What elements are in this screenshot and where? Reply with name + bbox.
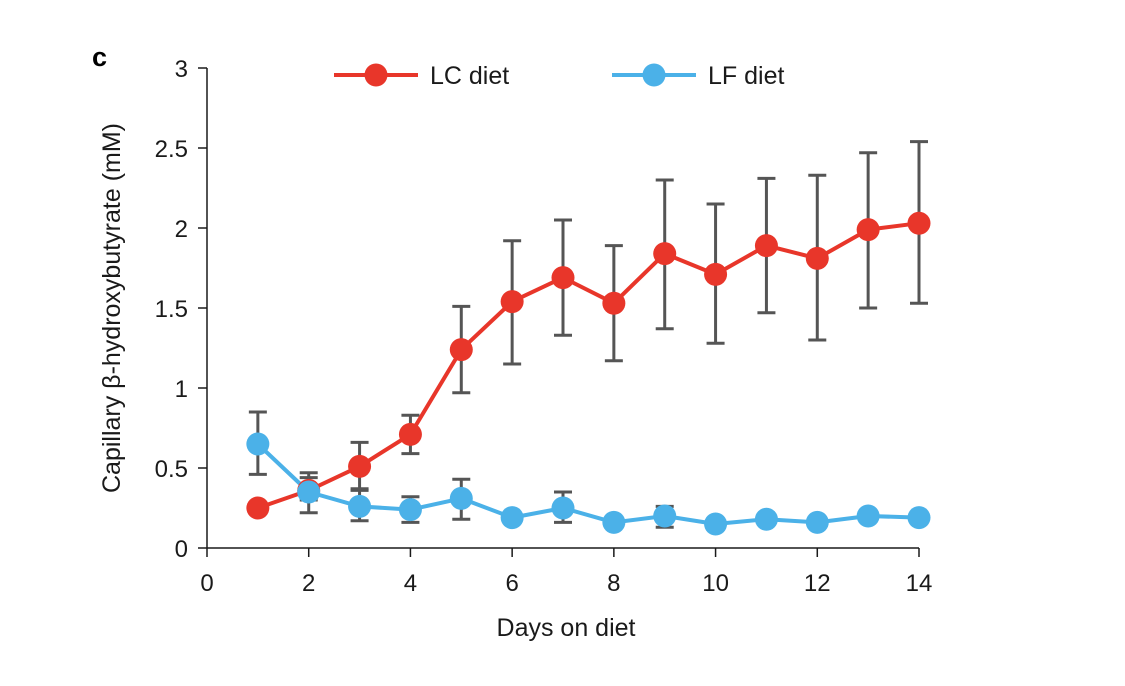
data-point-lf-diet [856, 504, 880, 528]
x-tick-label: 6 [505, 570, 518, 597]
legend-item: LC diet [334, 62, 509, 90]
data-point-lf-diet [398, 498, 422, 522]
x-tick-label: 4 [404, 570, 417, 597]
y-tick-label: 0 [175, 536, 188, 563]
data-point-lf-diet [348, 494, 372, 518]
legend-label: LF diet [708, 62, 784, 90]
data-point-lf-diet [297, 480, 321, 504]
legend-item: LF diet [612, 62, 784, 90]
data-point-lf-diet [805, 510, 829, 534]
data-point-lc-diet [907, 211, 931, 235]
x-axis-title: Days on diet [497, 614, 636, 642]
data-point-lf-diet [500, 506, 524, 530]
y-axis-title: Capillary β-hydroxybutyrate (mM) [98, 123, 126, 493]
x-tick-label: 2 [302, 570, 315, 597]
data-point-lf-diet [653, 504, 677, 528]
data-point-lc-diet [398, 422, 422, 446]
y-tick-label: 1 [175, 376, 188, 403]
x-tick-label: 14 [906, 570, 933, 597]
y-tick-label: 2.5 [155, 136, 188, 163]
data-point-lc-diet [602, 291, 626, 315]
data-point-lc-diet [653, 242, 677, 266]
data-point-lf-diet [602, 510, 626, 534]
data-point-lc-diet [246, 496, 270, 520]
panel-label: c [92, 42, 107, 72]
data-point-lc-diet [551, 266, 575, 290]
y-tick-label: 3 [175, 56, 188, 83]
y-tick-label: 2 [175, 216, 188, 243]
data-point-lc-diet [754, 234, 778, 258]
legend: LC diet LF diet [334, 62, 784, 90]
data-point-lc-diet [500, 290, 524, 314]
x-tick-label: 0 [200, 570, 213, 597]
data-point-lc-diet [805, 246, 829, 270]
series-points [246, 211, 931, 536]
legend-label: LC diet [430, 62, 509, 90]
y-tick-label: 0.5 [155, 456, 188, 483]
legend-swatch-marker [642, 63, 666, 87]
legend-swatch-marker [364, 63, 388, 87]
axes: 0 0.5 1 1.5 2 2.5 3 0 2 4 6 8 10 12 14 [155, 56, 933, 597]
data-point-lc-diet [704, 262, 728, 286]
y-tick-label: 1.5 [155, 296, 188, 323]
data-point-lf-diet [551, 496, 575, 520]
data-point-lf-diet [246, 432, 270, 456]
data-point-lc-diet [348, 454, 372, 478]
data-point-lc-diet [449, 338, 473, 362]
x-tick-label: 8 [607, 570, 620, 597]
x-tick-label: 10 [702, 570, 729, 597]
data-point-lf-diet [754, 507, 778, 531]
data-point-lf-diet [704, 512, 728, 536]
data-point-lf-diet [907, 506, 931, 530]
data-point-lc-diet [856, 218, 880, 242]
data-point-lf-diet [449, 486, 473, 510]
x-tick-label: 12 [804, 570, 831, 597]
